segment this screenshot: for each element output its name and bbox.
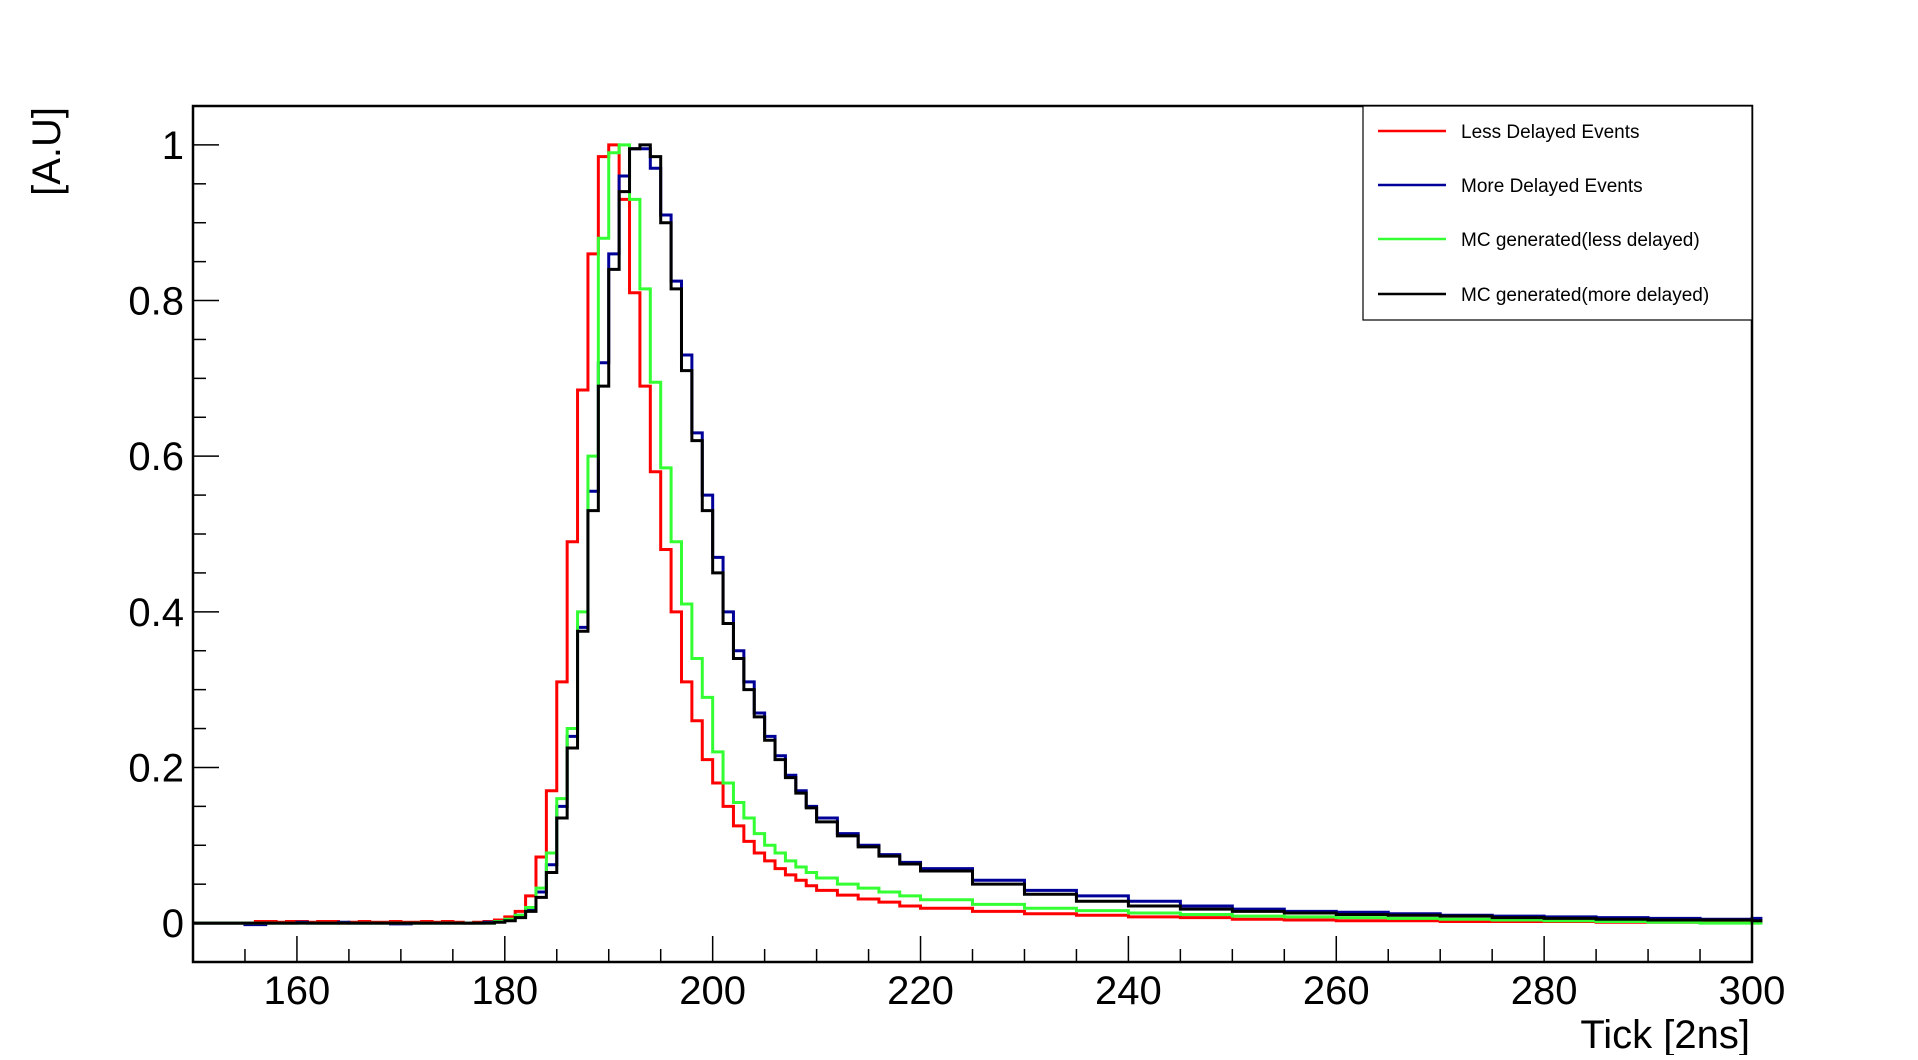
x-tick-label: 200 [679, 969, 746, 1013]
y-tick-label: 0.4 [128, 591, 184, 635]
x-axis-title: Tick [2ns] [1580, 1013, 1750, 1055]
series-mc-generated-more-delayed [193, 143, 1763, 925]
legend: Less Delayed Events More Delayed Events … [1362, 105, 1753, 321]
x-tick-label: 300 [1719, 969, 1786, 1013]
x-tick-label: 240 [1095, 969, 1162, 1013]
x-tick-label: 160 [264, 969, 331, 1013]
legend-label-mc-less-delayed: MC generated(less delayed) [1461, 230, 1700, 251]
x-tick-label: 220 [887, 969, 954, 1013]
y-tick-label: 0.6 [128, 435, 184, 479]
y-tick-label: 0.8 [128, 280, 184, 324]
y-tick-label: 1 [162, 124, 184, 168]
series-less-delayed-events [193, 143, 1763, 925]
y-tick-label: 0 [162, 902, 184, 946]
legend-box [1362, 105, 1753, 321]
series-layer [193, 143, 1763, 927]
legend-label-less-delayed: Less Delayed Events [1461, 122, 1640, 143]
y-axis-title: [A.U] [25, 107, 69, 196]
x-tick-label: 280 [1511, 969, 1578, 1013]
legend-label-more-delayed: More Delayed Events [1461, 176, 1643, 197]
y-tick-label: 0.2 [128, 746, 184, 790]
axis-layer: 160 180 200 220 240 260 280 300 0 0.2 0.4 0.6 0.8 1 [128, 105, 1786, 1013]
legend-label-mc-more-delayed: MC generated(more delayed) [1461, 285, 1709, 306]
x-tick-label: 260 [1303, 969, 1370, 1013]
x-tick-label: 180 [471, 969, 538, 1013]
